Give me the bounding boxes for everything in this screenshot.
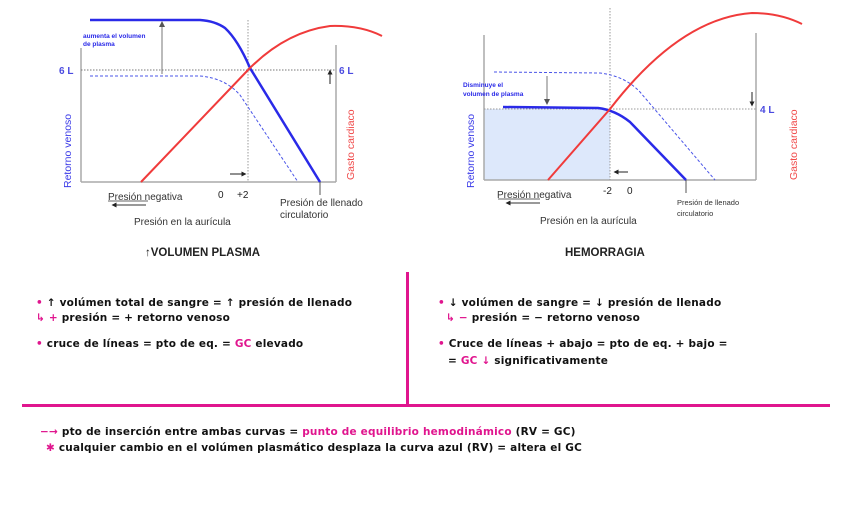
right-fill-label-line1: Presión de llenado <box>677 198 739 207</box>
bullet-icon: • <box>438 297 445 309</box>
right-y-label-right: Gasto cardiaco <box>788 109 800 180</box>
left-y-label: Retorno venoso <box>62 114 74 188</box>
right-annotation-line2: volumen de plasma <box>463 91 524 98</box>
equilibrium-highlight: punto de equilibrio hemodinámico <box>302 426 512 438</box>
left-cardiac-output <box>140 24 383 183</box>
notes-right-line2-text: presión = − retorno venoso <box>471 312 641 324</box>
left-level-label-right: 6 L <box>339 66 353 77</box>
right-y-label: Retorno venoso <box>465 114 477 188</box>
left-annotation-line1: aumenta el volumen <box>83 33 146 40</box>
left-venous-return-increased <box>90 18 322 183</box>
notes-left-line1-text: ↑ volúmen total de sangre = ↑ presión de… <box>46 297 353 309</box>
bullet-icon: • <box>36 297 43 309</box>
right-cardiac-output <box>547 11 803 181</box>
notes-right-line3: • Cruce de líneas + abajo = pto de eq. +… <box>438 338 728 350</box>
right-shaded-region <box>484 109 610 180</box>
asterisk-icon: ✱ <box>46 442 55 454</box>
right-x-tick-0: 0 <box>627 186 633 197</box>
notes-right-line4-end: significativamente <box>490 355 609 367</box>
notes-left-line3-end: elevado <box>251 338 304 350</box>
notes-left-line1: • ↑ volúmen total de sangre = ↑ presión … <box>36 297 352 309</box>
notes-vertical-divider <box>406 272 409 406</box>
notes-horizontal-divider <box>22 404 830 407</box>
gc-highlight: GC <box>234 338 252 350</box>
gc-highlight: GC ↓ <box>460 355 491 367</box>
notes-left-line2-text: presión = + retorno venoso <box>61 312 231 324</box>
arrow-right-icon: −→ <box>40 426 58 438</box>
notes-right-line2: ↳ − presión = − retorno venoso <box>446 312 640 324</box>
notes-right-line1-text: ↓ volúmen de sangre = ↓ presión de llena… <box>448 297 722 309</box>
bullet-icon: • <box>438 338 445 350</box>
right-x-axis-title: Presión en la aurícula <box>540 216 637 227</box>
notes-right-line1: • ↓ volúmen de sangre = ↓ presión de lle… <box>438 297 721 309</box>
return-arrow-icon: ↳ + <box>36 312 58 324</box>
left-chart <box>80 18 383 208</box>
right-venous-return-decreased <box>502 105 687 181</box>
left-fill-label-line1: Presión de llenado <box>280 198 363 209</box>
notes-right-line3-text: Cruce de líneas + abajo = pto de eq. + b… <box>448 338 728 350</box>
notes-right-line4: = GC ↓ significativamente <box>448 355 608 367</box>
return-arrow-icon: ↳ − <box>446 312 468 324</box>
notes-bottom-line1: −→ pto de inserción entre ambas curvas =… <box>40 426 576 438</box>
notes-left-line2: ↳ + presión = + retorno venoso <box>36 312 230 324</box>
notes-bottom-line2-text: cualquier cambio en el volúmen plasmátic… <box>58 442 582 454</box>
left-x-tick-shift: +2 <box>237 190 249 201</box>
right-chart <box>483 8 803 206</box>
left-level-label: 6 L <box>59 66 73 77</box>
notes-right-line4-start: = <box>448 355 461 367</box>
notes-bottom-line2: ✱ cualquier cambio en el volúmen plasmát… <box>46 442 582 454</box>
right-annotation-line1: Disminuye el <box>463 82 503 89</box>
notes-left-line3-text: cruce de líneas = pto de eq. = <box>46 338 235 350</box>
right-level-label: 4 L <box>760 105 774 116</box>
left-x-negative-label: Presión negativa <box>108 192 183 203</box>
notes-bottom-line1-end: (RV = GC) <box>511 426 576 438</box>
notes-bottom-line1-text: pto de inserción entre ambas curvas = <box>61 426 303 438</box>
left-x-tick-0: 0 <box>218 190 224 201</box>
notes-left-line3: • cruce de líneas = pto de eq. = GC elev… <box>36 338 303 350</box>
bullet-icon: • <box>36 338 43 350</box>
left-annotation-line2: de plasma <box>83 41 115 48</box>
left-y-label-right: Gasto cardiaco <box>345 109 357 180</box>
charts-canvas: aumenta el volumen de plasma 6 L 6 L Ret… <box>59 8 803 259</box>
right-panel-title: HEMORRAGIA <box>565 247 645 259</box>
left-venous-return-normal <box>90 75 299 183</box>
right-venous-return-normal <box>493 71 716 181</box>
right-x-tick-shift: -2 <box>603 186 612 197</box>
left-fill-label-line2: circulatorio <box>280 210 329 221</box>
left-x-axis-title: Presión en la aurícula <box>134 217 231 228</box>
right-x-negative-label: Presión negativa <box>497 190 572 201</box>
right-fill-label-line2: circulatorio <box>677 209 713 218</box>
left-panel-title: ↑VOLUMEN PLASMA <box>145 247 260 259</box>
